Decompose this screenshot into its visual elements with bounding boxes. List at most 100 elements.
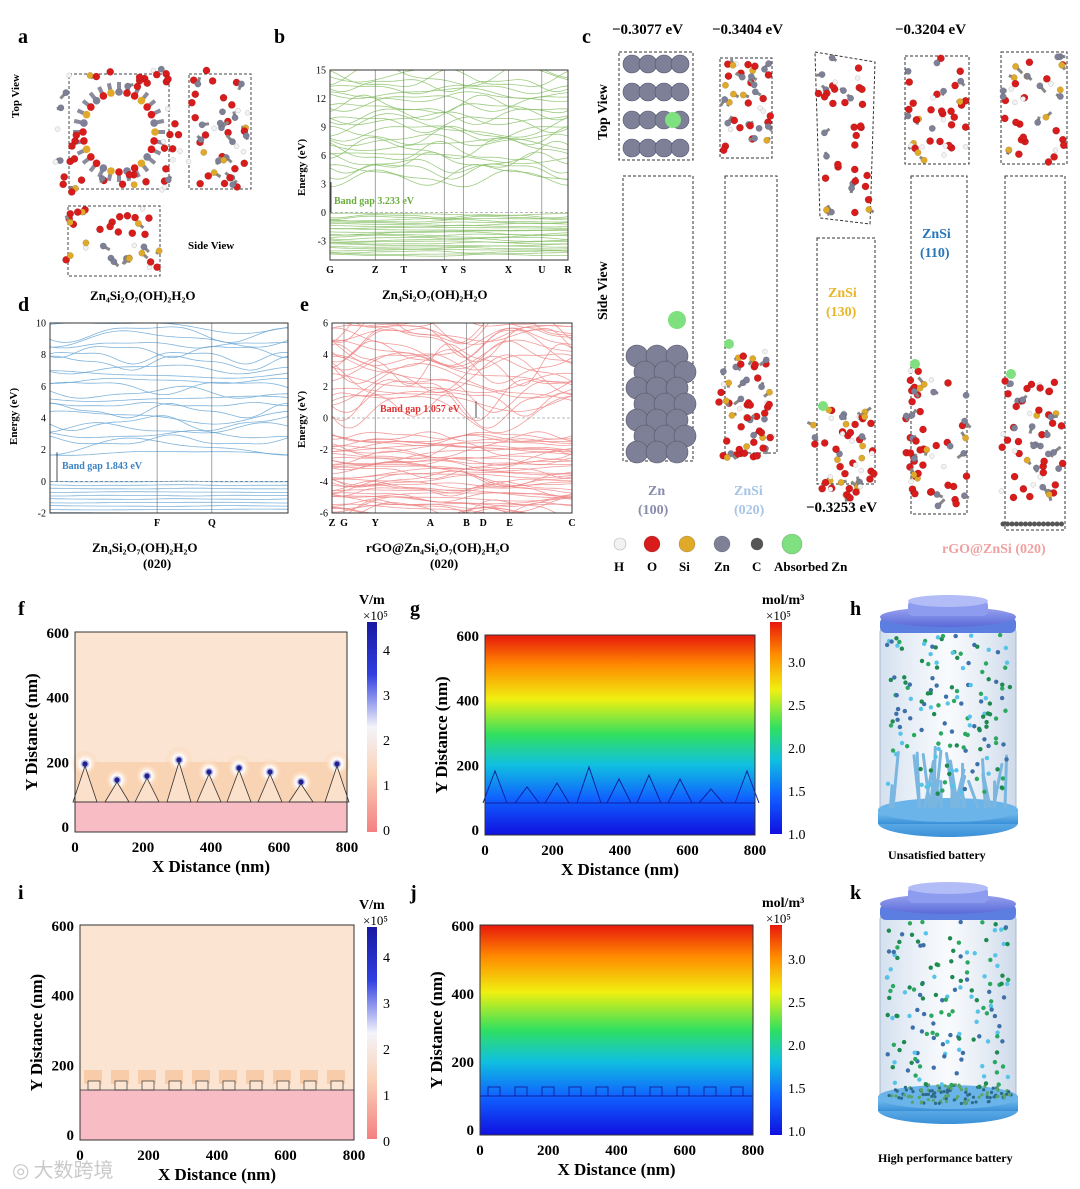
ring-atom: [123, 89, 131, 97]
h-ion-particle: [975, 761, 980, 767]
bottom-atom-o: [123, 211, 132, 220]
panel-e-band-line: [332, 518, 572, 522]
panel-e-band-line: [332, 483, 572, 494]
h-dendrite: [967, 779, 980, 809]
ring-atom: [147, 110, 156, 119]
c-side-atom-o: [743, 414, 752, 422]
i-field-near-coating: [165, 1070, 183, 1084]
k-uniform-deposit: [966, 1098, 970, 1102]
k-ion-particle: [930, 1030, 935, 1036]
j-colorbar-exponent: ×10⁵: [766, 911, 791, 926]
h-ion-particle: [950, 650, 955, 655]
c-side-atom-o: [1057, 422, 1066, 430]
panel-e-band-line: [332, 327, 572, 363]
h-ion-particle: [986, 771, 991, 776]
panel-label-a: a: [18, 26, 28, 48]
j-colorbar: [770, 925, 782, 1135]
zn-slab-atom: [645, 440, 669, 464]
panel-e-band-line: [332, 438, 572, 448]
zn100-top-box: [618, 51, 694, 161]
c-side-atom-zn: [758, 383, 765, 391]
crystal-side-view-right: [185, 66, 252, 191]
i-coating-block: [168, 1080, 182, 1091]
side-atom-h: [240, 148, 247, 155]
g-ytick: 0: [472, 823, 480, 839]
c-side-atom-zn: [1047, 413, 1055, 421]
h-ion-particle: [978, 699, 984, 704]
c-side-atom-o: [1040, 457, 1049, 466]
c-side-atom-o: [919, 461, 927, 469]
k-ion-particle: [897, 939, 902, 945]
c-side-atom-o: [846, 494, 854, 502]
bottom-atom-si: [134, 219, 142, 227]
c-top-atom-o: [736, 123, 744, 132]
h-ion-particle: [968, 682, 973, 688]
panel-e-band-line: [332, 493, 572, 506]
h-ion-particle: [897, 639, 902, 645]
k-uniform-deposit: [959, 1087, 963, 1092]
top-edge-atom-zn: [157, 65, 165, 73]
c-side-atom-o: [1014, 437, 1023, 446]
side-atom-o: [191, 90, 200, 99]
h-ion-particle: [954, 694, 960, 700]
k-ion-particle: [964, 977, 970, 982]
left-edge-atom-h: [54, 126, 61, 132]
panel-b-band-line: [330, 252, 568, 255]
side-atom-zn: [229, 181, 237, 189]
h-ion-particle: [895, 706, 901, 712]
panel-d-band-line: [50, 342, 288, 349]
i-xtick: 200: [137, 1148, 160, 1164]
c-side-atom-h: [998, 488, 1005, 494]
panel-b-ytick: 15: [316, 66, 326, 77]
h-ion-particle: [934, 665, 940, 670]
h-ion-particle: [931, 711, 937, 717]
h-ion-particle: [926, 661, 931, 667]
c-top-atom-o: [858, 100, 867, 109]
h-ion-particle: [902, 675, 907, 680]
k-ion-particle: [959, 1057, 964, 1062]
c-side-atom-o: [866, 475, 874, 483]
panel-d-caption-1: Zn₄Si₂O₇(OH)₂H₂O: [92, 540, 198, 555]
k-ion-particle: [980, 1063, 985, 1069]
k-uniform-deposit: [939, 1090, 943, 1094]
bottom-edge-atom-o: [59, 180, 68, 189]
c-top-atom-h: [760, 108, 767, 114]
c-side-atom-o: [869, 469, 878, 478]
h-dendrite: [1003, 754, 1009, 809]
h-ion-particle: [898, 731, 903, 736]
c-top-atom-o: [850, 165, 859, 174]
c-side-atom-o: [821, 478, 830, 487]
c-side-atom-o: [1035, 406, 1043, 415]
side-atom-zn: [237, 80, 245, 88]
k-ion-particle: [911, 987, 917, 992]
g-xlabel: X Distance (nm): [561, 860, 679, 879]
bottom-atom-o: [73, 208, 82, 216]
c-top-atom-si: [865, 206, 873, 213]
k-ion-particle: [995, 1030, 1000, 1035]
panel-b-band-line: [330, 152, 568, 164]
c-side-atom-zn: [1011, 424, 1018, 432]
legend-atom-dot: [678, 535, 696, 553]
h-ion-particle: [984, 724, 989, 729]
c-top-atom-o: [851, 208, 859, 217]
f-tip-field-max: [236, 765, 242, 771]
c-side-atom-o: [867, 419, 875, 428]
zn-atom: [654, 54, 674, 74]
c-top-atom-zn: [721, 96, 729, 103]
k-ion-particle: [974, 1019, 979, 1025]
panel-e-band-line: [332, 323, 572, 345]
k-uniform-deposit: [931, 1092, 936, 1096]
panel-d-ytick: 2: [41, 445, 46, 456]
panel-b-band-line: [330, 70, 568, 87]
bottom-atom-si: [66, 252, 74, 260]
panel-e-ytick: 4: [323, 350, 328, 361]
bottom-atom-zn: [110, 258, 118, 266]
c-side-atom-o: [851, 420, 859, 429]
znsi110-side-box: [910, 175, 968, 515]
k-uniform-deposit: [996, 1088, 1000, 1092]
right-edge-atom-o: [166, 130, 174, 139]
j-axes-frame: [479, 924, 754, 1136]
panel-e-kpoint-label: Z: [329, 518, 336, 529]
c-top-atom-o: [905, 78, 914, 86]
k-uniform-deposit: [987, 1099, 991, 1104]
